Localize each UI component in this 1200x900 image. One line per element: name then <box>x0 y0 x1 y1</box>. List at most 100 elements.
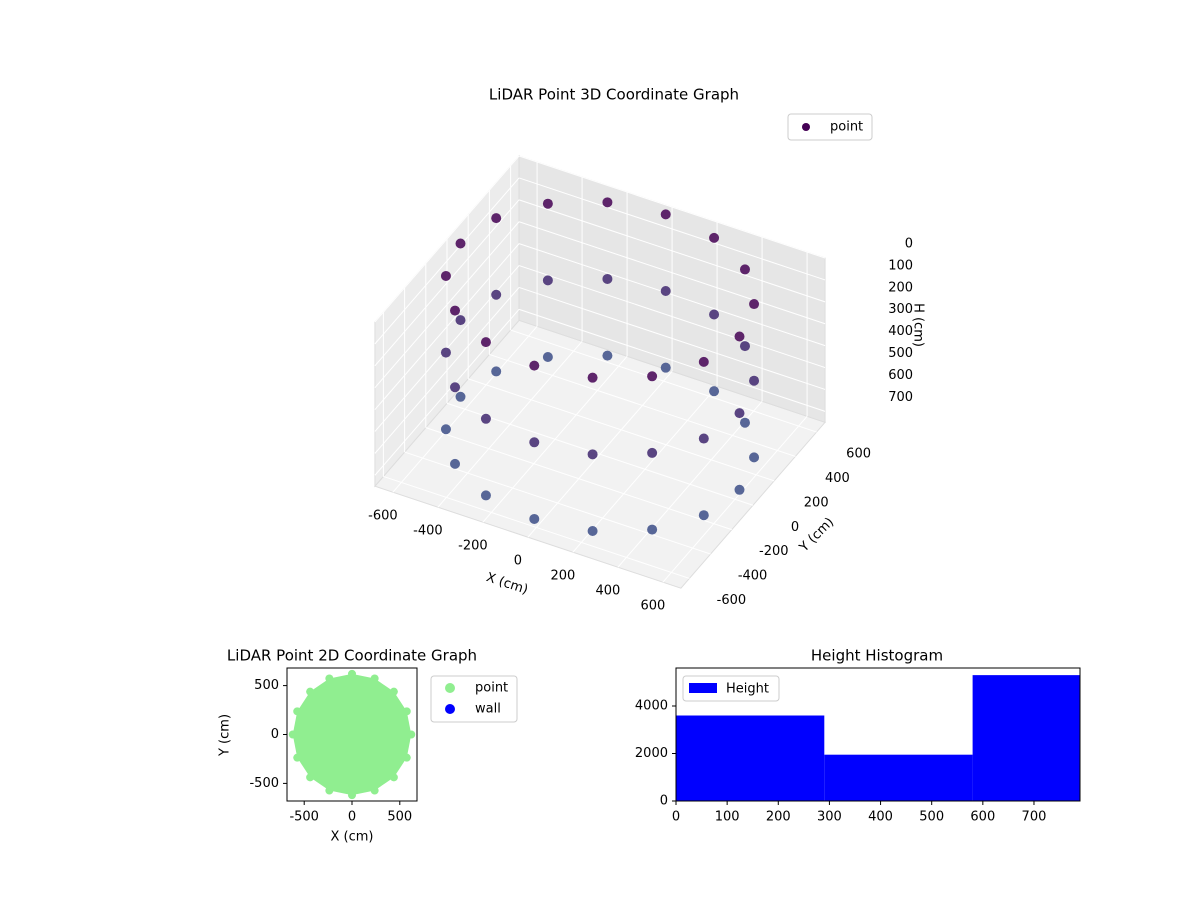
y-tick-label: -200 <box>759 544 789 559</box>
x-tick-label: 200 <box>766 810 791 825</box>
legend-box <box>430 675 518 723</box>
point <box>370 674 379 683</box>
point <box>698 510 709 521</box>
legend-swatch <box>689 683 717 693</box>
point <box>306 773 315 782</box>
y-tick-label: -600 <box>717 593 747 608</box>
grid-line <box>374 177 520 345</box>
point <box>450 382 461 393</box>
point <box>647 447 658 458</box>
grid-line <box>374 221 520 388</box>
point <box>491 289 502 300</box>
x-tick-label: 700 <box>1022 810 1047 825</box>
z-tick-label: 300 <box>888 302 913 317</box>
x-tick-label: 500 <box>387 810 412 825</box>
point <box>542 352 553 363</box>
grid-line <box>518 177 826 281</box>
y-tick-label: 2000 <box>635 746 668 761</box>
y-tick-label: 400 <box>825 471 850 486</box>
point <box>402 707 411 716</box>
y-tick-label: 4000 <box>635 699 668 714</box>
point <box>709 386 720 397</box>
point <box>587 449 598 460</box>
x-axis-label: X (cm) <box>331 830 374 845</box>
y-tick-label: 500 <box>254 678 279 693</box>
point <box>647 524 658 535</box>
point <box>709 309 720 320</box>
bar <box>676 715 825 801</box>
point <box>491 366 502 377</box>
y-axis-label: Y (cm) <box>218 714 233 757</box>
point <box>529 513 540 524</box>
point <box>440 347 451 358</box>
x-tick-label: 600 <box>641 599 666 614</box>
grid-line <box>518 199 826 303</box>
point <box>325 786 334 795</box>
point <box>288 730 297 739</box>
point <box>602 350 613 361</box>
point <box>440 270 451 281</box>
point <box>480 490 491 501</box>
point <box>660 209 671 220</box>
chart-title: LiDAR Point 2D Coordinate Graph <box>227 647 477 665</box>
grid-line <box>374 309 520 476</box>
grid-line <box>404 451 711 555</box>
y-tick-label: 0 <box>660 794 668 809</box>
point <box>293 753 302 762</box>
legend-label: point <box>830 120 863 135</box>
point <box>407 730 416 739</box>
point <box>389 687 398 696</box>
x-tick-label: 100 <box>715 810 740 825</box>
point <box>739 417 750 428</box>
grid-line <box>374 287 520 454</box>
x-tick-label: -500 <box>289 810 319 825</box>
point <box>325 674 334 683</box>
legend-box <box>787 113 873 141</box>
x-tick-label: 0 <box>348 810 356 825</box>
y-tick-label: 600 <box>846 447 871 462</box>
point <box>739 341 750 352</box>
grid-line <box>518 286 826 390</box>
point <box>734 484 745 495</box>
x-tick-label: 0 <box>672 810 680 825</box>
point <box>389 773 398 782</box>
z-axis-label: H (cm) <box>911 303 926 347</box>
x-tick-label: 500 <box>919 810 944 825</box>
y-axis-label: Y (cm) <box>796 515 837 556</box>
point <box>491 213 502 224</box>
bar <box>824 754 973 801</box>
point <box>660 286 671 297</box>
point <box>734 408 745 419</box>
point <box>450 305 461 316</box>
point <box>647 371 658 382</box>
grid-line <box>518 265 826 369</box>
point <box>370 786 379 795</box>
z-tick-label: 0 <box>905 237 913 252</box>
grid-line <box>518 221 826 325</box>
grid-line <box>518 155 826 259</box>
grid-line <box>374 243 520 410</box>
point <box>450 458 461 469</box>
point <box>480 413 491 424</box>
point <box>587 525 598 536</box>
point <box>734 331 745 342</box>
legend-marker <box>445 683 455 693</box>
grid-line <box>510 329 817 433</box>
x-tick-label: 300 <box>817 810 842 825</box>
point <box>739 264 750 275</box>
x-tick-label: -400 <box>413 524 443 539</box>
chart-title: Height Histogram <box>811 647 943 665</box>
z-tick-label: 200 <box>888 280 913 295</box>
legend-marker <box>445 704 455 714</box>
legend-box <box>682 675 780 702</box>
point <box>660 362 671 373</box>
grid-line <box>468 378 775 482</box>
point <box>587 372 598 383</box>
point <box>529 360 540 371</box>
point-area <box>292 673 412 796</box>
z-tick-label: 600 <box>888 368 913 383</box>
y-tick-label: 0 <box>791 520 799 535</box>
point <box>455 391 466 402</box>
y-tick-label: 200 <box>804 495 829 510</box>
